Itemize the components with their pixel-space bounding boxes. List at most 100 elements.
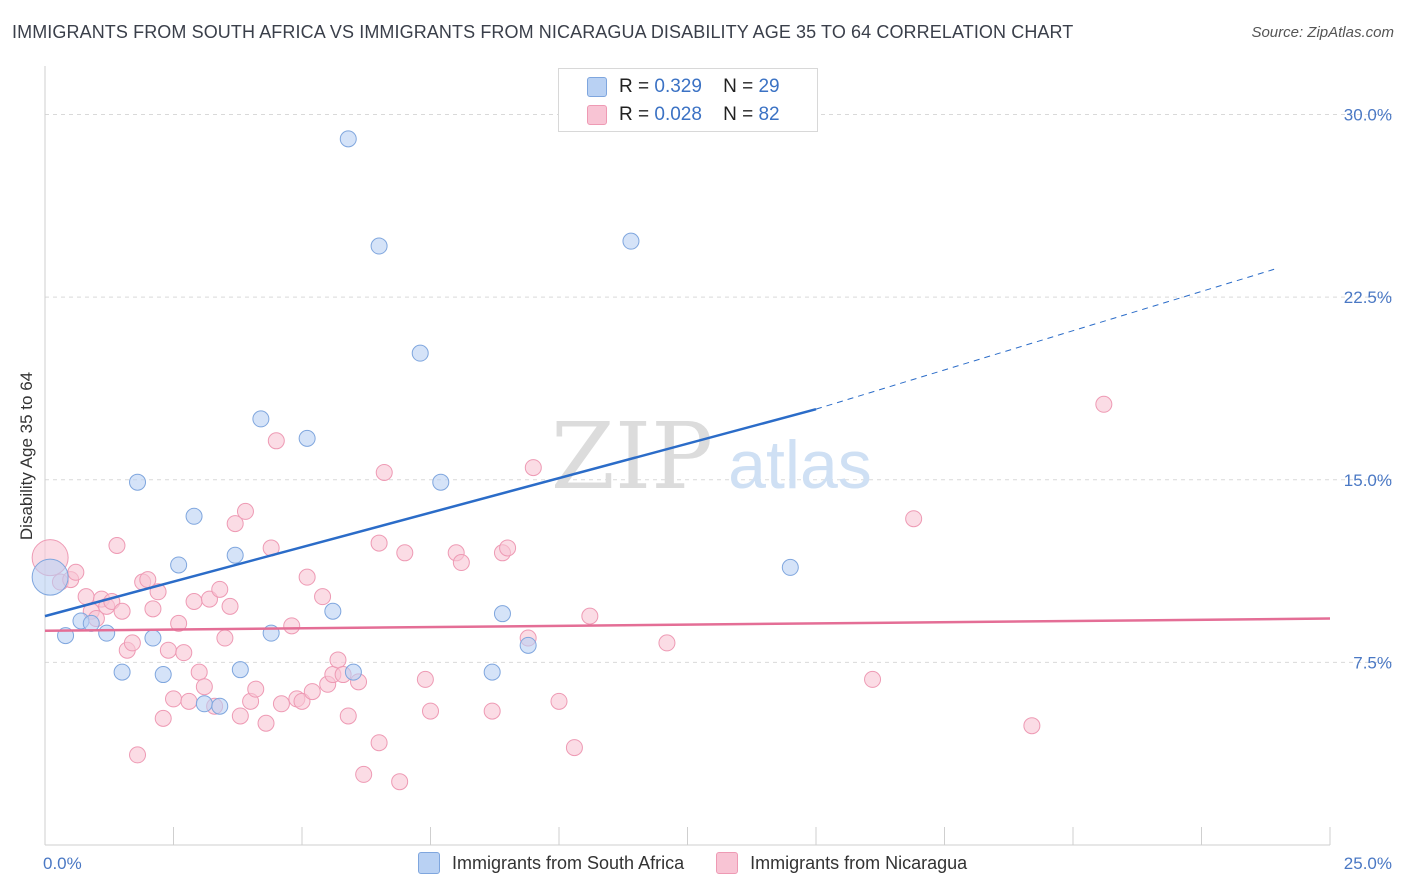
x-tick-label-min: 0.0% [43, 854, 82, 873]
legend-swatch-pink [587, 105, 607, 125]
south-africa-point-27 [622, 232, 640, 250]
nicaragua-point-25 [185, 593, 203, 611]
legend-n-value-1: 29 [758, 76, 780, 97]
nicaragua-point-61 [422, 702, 439, 720]
legend-label-south-africa: Immigrants from South Africa [452, 852, 685, 873]
nicaragua-point-27 [195, 678, 213, 696]
y-tick-label-1: 15.0% [1344, 471, 1392, 490]
trend-lines [44, 267, 1331, 632]
legend-r-value-1: 0.329 [654, 76, 702, 97]
nicaragua-point-14 [129, 746, 147, 764]
nicaragua-point-70 [565, 739, 583, 757]
y-tick-labels: 7.5% 15.0% 22.5% 30.0% [1344, 106, 1392, 673]
nicaragua-point-60 [416, 670, 434, 688]
south-africa-point-25 [493, 605, 511, 623]
nicaragua-point-21 [165, 690, 182, 708]
legend-n-label-1: N = [723, 76, 754, 97]
nicaragua-point-69 [550, 692, 568, 710]
nicaragua-point-37 [247, 680, 265, 698]
south-africa-point-23 [432, 473, 450, 491]
chart-title: IMMIGRANTS FROM SOUTH AFRICA VS IMMIGRAN… [12, 22, 1074, 42]
watermark-zip: ZIP [551, 403, 713, 510]
nicaragua-point-31 [216, 629, 234, 647]
nicaragua-point-38 [257, 714, 275, 732]
nicaragua-point-19 [154, 709, 172, 727]
series-legend: Immigrants from South Africa Immigrants … [418, 852, 999, 874]
south-africa-point-18 [324, 602, 342, 620]
nicaragua-point-45 [298, 568, 316, 586]
nicaragua-point-57 [375, 463, 393, 481]
south-africa-point-0 [31, 558, 69, 596]
trend-line-nicaragua [44, 617, 1331, 632]
nicaragua-point-17 [144, 600, 162, 618]
y-tick-label-0: 7.5% [1353, 653, 1392, 672]
legend-swatch-blue [587, 77, 607, 97]
nicaragua-point-11 [113, 602, 131, 620]
legend-n-value-2: 82 [758, 104, 780, 125]
nicaragua-point-50 [329, 651, 347, 669]
south-africa-point-8 [154, 666, 172, 684]
nicaragua-point-58 [391, 773, 409, 791]
series-legend-nicaragua: Immigrants from Nicaragua [716, 852, 967, 874]
nicaragua-point-40 [267, 432, 285, 450]
chart-source: Source: ZipAtlas.com [1251, 24, 1394, 41]
nicaragua-point-46 [303, 683, 321, 701]
nicaragua-point-63 [452, 554, 470, 572]
south-africa-point-6 [129, 473, 147, 491]
south-africa-point-20 [344, 663, 362, 681]
nicaragua-point-34 [231, 707, 249, 725]
nicaragua-point-20 [159, 641, 177, 659]
nicaragua-point-35 [236, 502, 254, 520]
south-africa-point-22 [411, 344, 429, 362]
legend-r-label-1: R = [619, 76, 650, 97]
nicaragua-point-3 [67, 563, 85, 581]
nicaragua-point-71 [581, 607, 599, 625]
nicaragua-point-72 [658, 634, 676, 652]
trend-line-south-africa [44, 407, 817, 618]
watermark: ZIP atlas [551, 403, 872, 510]
nicaragua-point-24 [180, 692, 198, 710]
nicaragua-point-4 [77, 588, 95, 606]
south-africa-point-21 [370, 237, 388, 255]
south-africa-point-13 [226, 546, 244, 564]
nicaragua-point-32 [221, 597, 239, 615]
series-legend-south-africa: Immigrants from South Africa [418, 852, 684, 874]
legend-n-label-2: N = [723, 104, 754, 125]
nicaragua-point-64 [483, 702, 501, 720]
legend-swatch-nicaragua [716, 852, 739, 874]
nicaragua-point-30 [211, 580, 229, 598]
nicaragua-point-33 [226, 515, 244, 533]
south-africa-point-14 [231, 661, 249, 679]
nicaragua-point-44 [293, 692, 311, 710]
south-africa-point-19 [339, 130, 357, 148]
nicaragua-point-73 [864, 670, 882, 688]
correlation-legend: R = 0.329 N = 29 R = 0.028 N = 82 [558, 68, 818, 132]
nicaragua-point-76 [1095, 395, 1113, 413]
nicaragua-point-13 [123, 634, 141, 652]
nicaragua-point-28 [200, 590, 218, 608]
legend-swatch-south-africa [418, 852, 440, 874]
nicaragua-point-22 [170, 614, 188, 632]
nicaragua-point-54 [355, 765, 373, 783]
south-africa-point-24 [483, 663, 501, 681]
trend-line-south-africa-extension [815, 267, 1279, 410]
nicaragua-point-23 [175, 644, 193, 662]
south-africa-point-17 [298, 429, 316, 447]
south-africa-point-4 [98, 624, 116, 642]
watermark-atlas: atlas [728, 427, 872, 503]
south-africa-point-10 [185, 507, 203, 525]
south-africa-point-7 [144, 629, 162, 647]
legend-label-nicaragua: Immigrants from Nicaragua [750, 852, 968, 873]
nicaragua-point-41 [272, 695, 290, 713]
grid-lines [45, 114, 1392, 663]
south-africa-point-15 [252, 410, 270, 428]
y-tick-label-3: 30.0% [1344, 106, 1392, 125]
y-tick-label-2: 22.5% [1344, 288, 1392, 307]
south-africa-point-12 [211, 697, 229, 715]
nicaragua-point-56 [370, 534, 388, 552]
nicaragua-point-42 [283, 617, 301, 635]
nicaragua-point-66 [499, 539, 517, 557]
nicaragua-point-47 [314, 588, 332, 606]
legend-r-label-2: R = [619, 104, 650, 125]
x-tick-labels: 0.0% 25.0% [43, 854, 1392, 873]
